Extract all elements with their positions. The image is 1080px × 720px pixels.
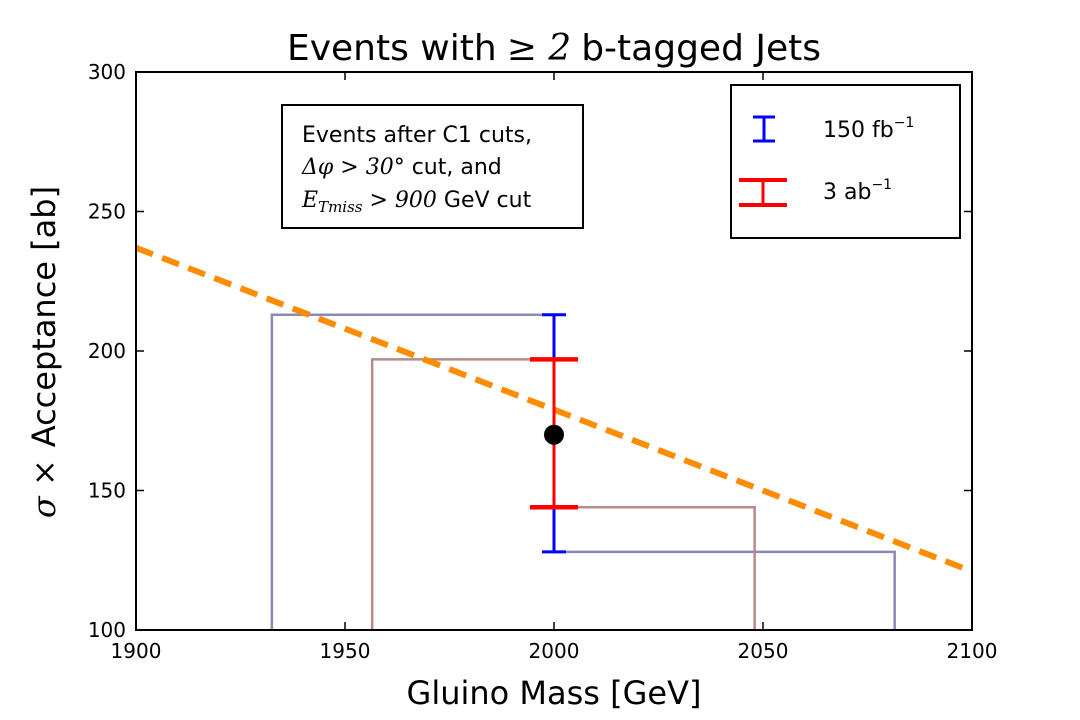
annotation-box: Events after C1 cuts, Δφ > 30° cut, and … [281, 104, 584, 229]
y-tick-label: 300 [88, 60, 126, 84]
annotation-frame [281, 104, 584, 229]
projection-lower-0 [554, 550, 896, 630]
legend-frame [730, 84, 961, 239]
projection-lower-1 [554, 505, 756, 630]
x-tick-label: 1900 [111, 639, 162, 663]
axis-ticks: 1900 1950 2000 2050 2100 100 150 200 250 300 [88, 60, 998, 663]
chart-title: Events with ≥ 2 b-tagged Jets [287, 28, 821, 69]
y-tick-label: 100 [88, 618, 126, 642]
overlay [530, 313, 578, 554]
y-tick-label: 250 [88, 200, 126, 224]
annotation-line-2: Δφ > 30° cut, and [301, 155, 502, 180]
legend-label-3ab: 3 ab−1 [823, 177, 892, 205]
legend-entry-150fb: 150 fb−1 [753, 115, 914, 143]
legend-label-150fb: 150 fb−1 [823, 115, 914, 143]
x-tick-label: 2000 [529, 639, 580, 663]
x-axis-label: Gluino Mass [GeV] [407, 674, 702, 712]
y-tick-label: 200 [88, 339, 126, 363]
projection-upper-0 [270, 313, 554, 630]
data-point [544, 424, 564, 445]
y-axis-label: σ ×Acceptance [ab] [25, 186, 63, 518]
legend: 150 fb−1 3 ab−1 [730, 84, 961, 239]
axes-frame [135, 71, 973, 631]
x-tick-label: 2050 [738, 639, 789, 663]
annotation-line-3: ETmiss > 900 GeV cut [301, 188, 532, 216]
legend-entry-3ab: 3 ab−1 [739, 177, 892, 207]
y-tick-label: 150 [88, 479, 126, 503]
projection-upper-1 [370, 358, 554, 630]
annotation-line-1: Events after C1 cuts, [302, 123, 532, 148]
x-tick-label: 2100 [947, 639, 998, 663]
x-tick-label: 1950 [320, 639, 371, 663]
